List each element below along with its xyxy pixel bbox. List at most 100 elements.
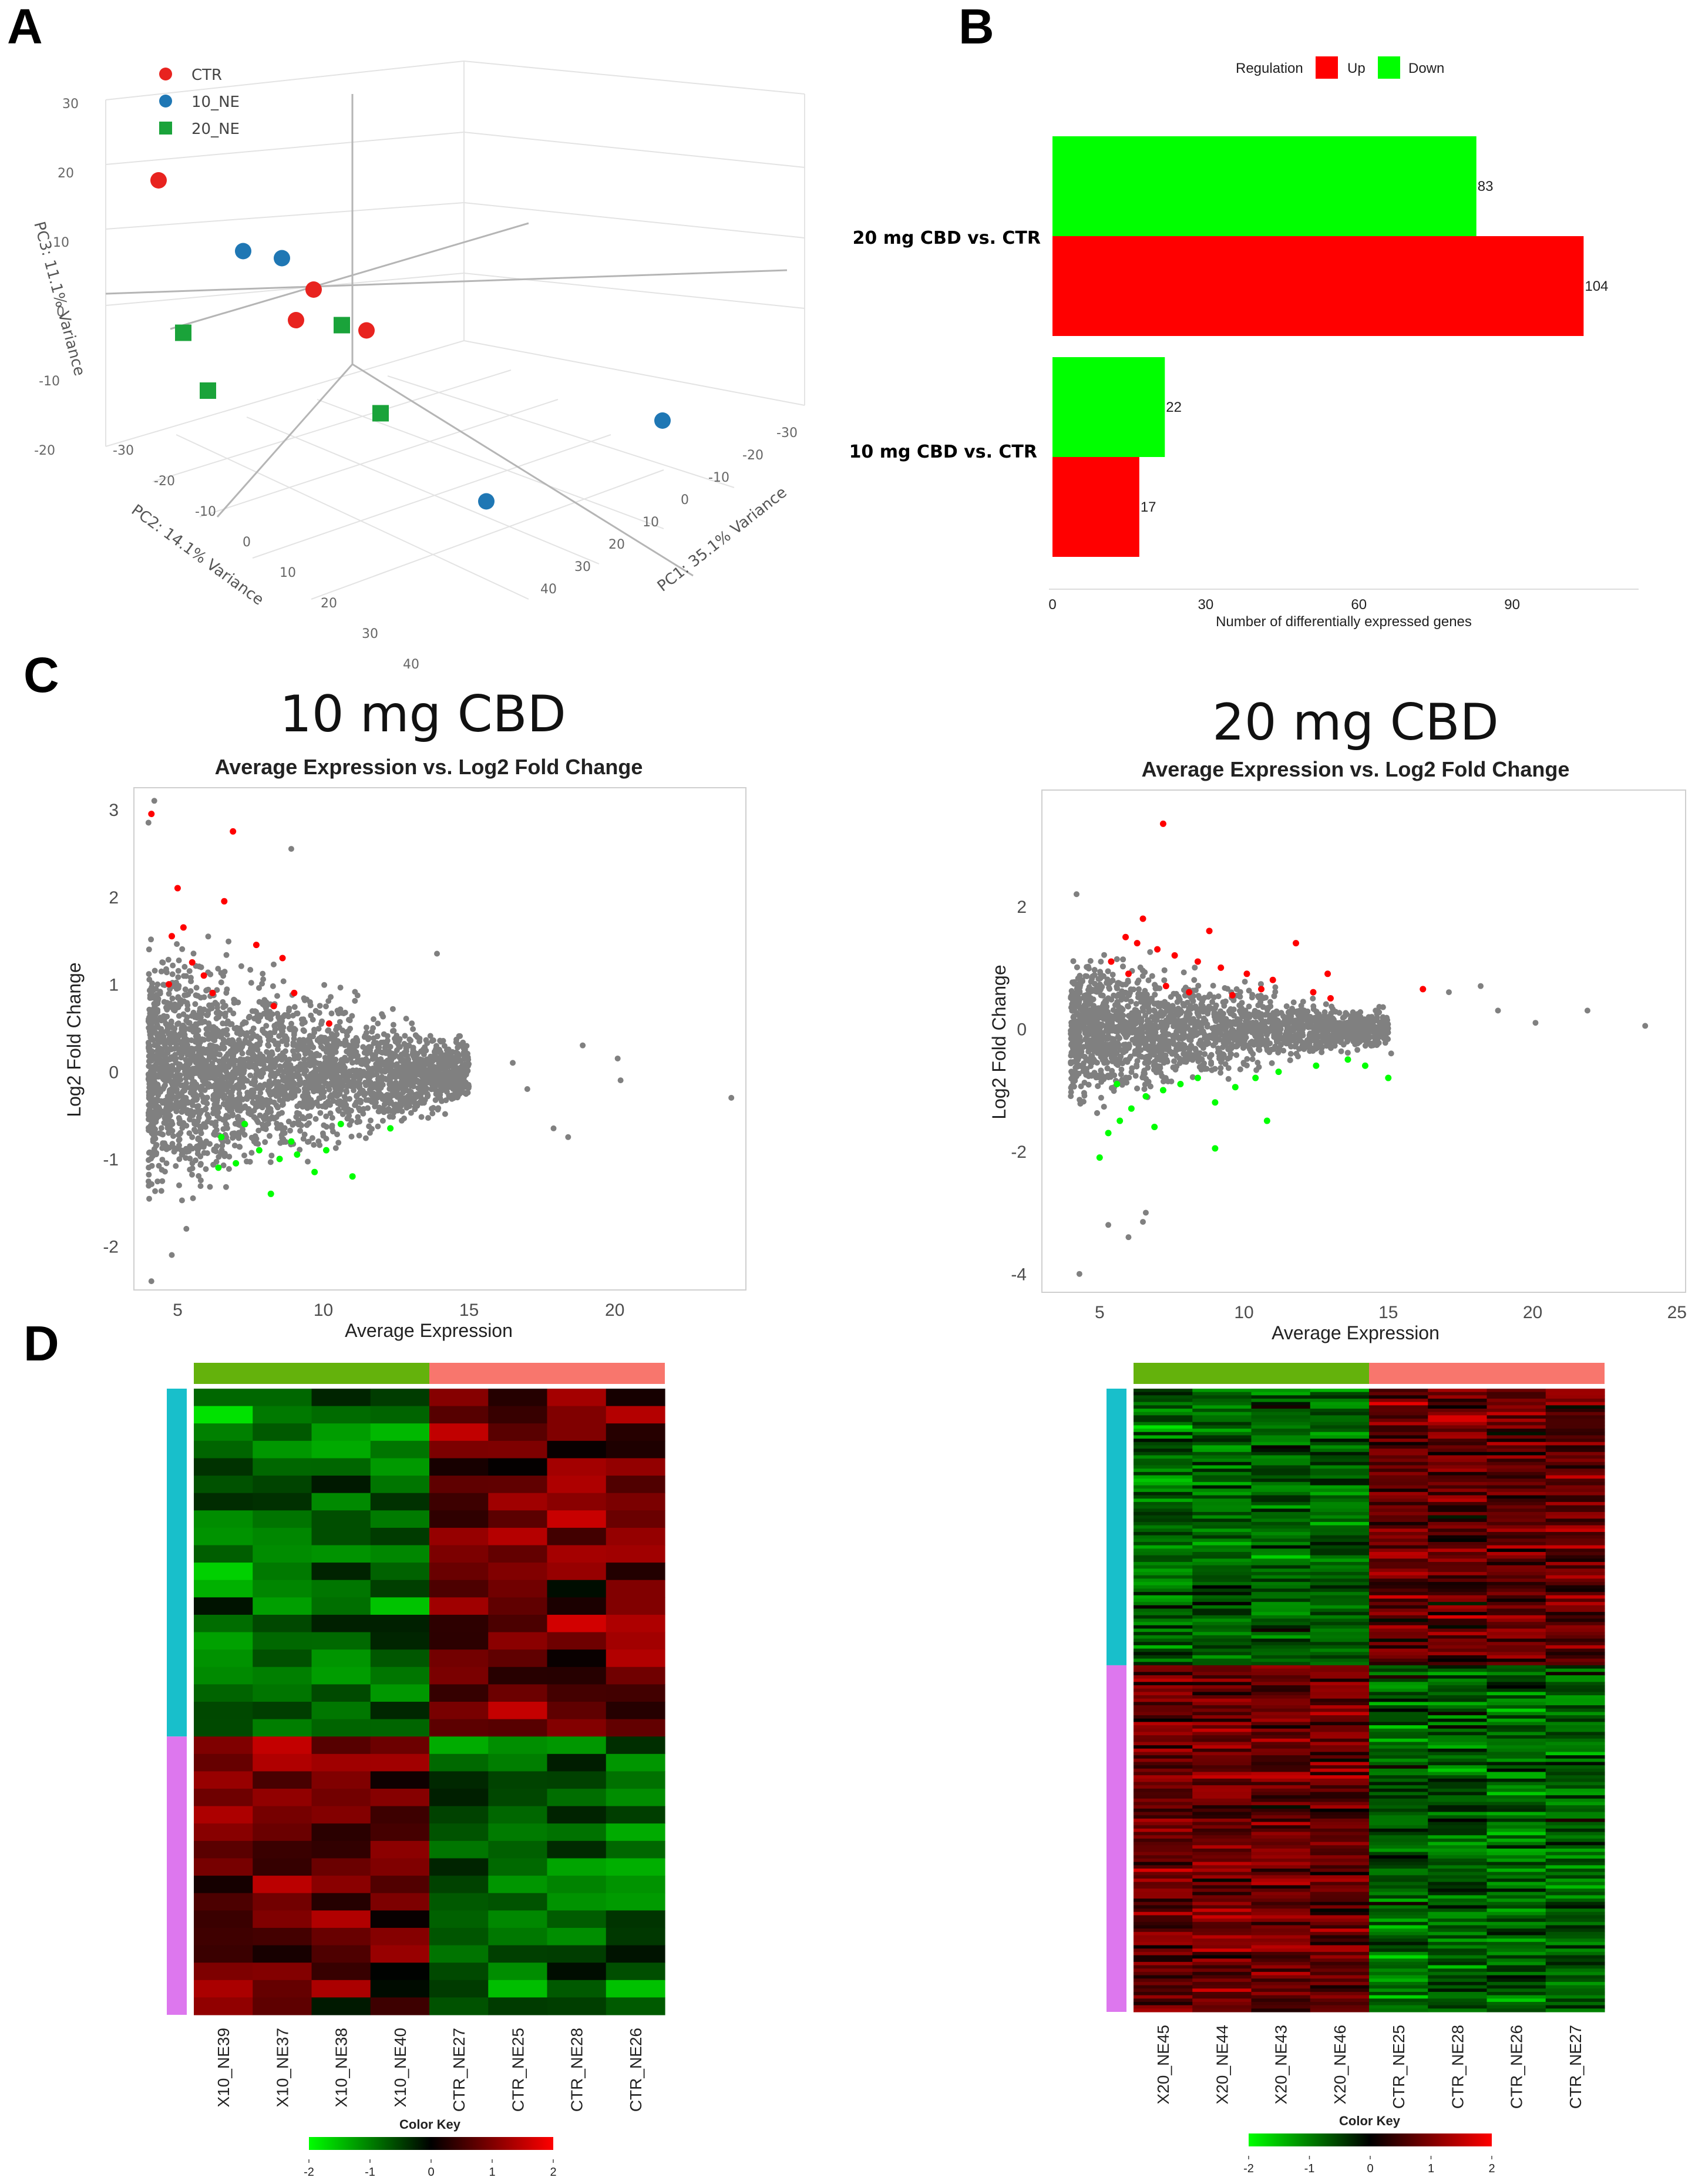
ma-point-bg (273, 1078, 279, 1085)
ma-point-bg (228, 1093, 235, 1099)
ma-point-bg (379, 1049, 386, 1056)
ma-point-bg (187, 1108, 194, 1114)
ma-point-bg (1246, 1003, 1252, 1010)
ma-point-bg (280, 1013, 287, 1020)
ma-point-bg (387, 1043, 394, 1050)
ma-point-bg (332, 1145, 339, 1151)
ma-point-up (166, 981, 173, 988)
ma-point-bg (325, 1027, 332, 1033)
ma-point-bg (291, 1066, 297, 1072)
ma-point-bg (321, 982, 328, 988)
ma-point-bg (179, 946, 186, 952)
ma-point-bg (154, 1022, 160, 1028)
panel-label-b: B (959, 0, 994, 54)
ma-point-bg (156, 1162, 162, 1169)
ma-point-bg (165, 956, 171, 963)
ma-point-bg (232, 1121, 238, 1127)
pc1-tick: 0 (681, 493, 689, 508)
ma-point-bg (193, 1046, 200, 1052)
ma-point-bg (266, 1055, 273, 1061)
ma-point-bg (308, 1100, 315, 1106)
ma-point-bg (397, 1065, 403, 1071)
category-20mg: 20 mg CBD vs. CTR (853, 228, 1041, 248)
legend-10ne-label: 10_NE (191, 93, 240, 111)
ma-point-bg (325, 1098, 331, 1105)
ma-point-bg (465, 1067, 471, 1074)
pc2-tick: -30 (113, 443, 134, 458)
ma-point-bg (280, 978, 287, 985)
ma-point-bg (280, 1129, 286, 1135)
ma-point-bg (245, 1056, 251, 1063)
ma-point-bg (291, 1004, 298, 1010)
ma-point-down (233, 1160, 240, 1167)
ma-point-bg (220, 1020, 226, 1027)
ma-point-bg (224, 1138, 231, 1145)
ma-point-bg (217, 1051, 223, 1058)
ma-point-bg (176, 957, 182, 963)
ma-point-bg (396, 1037, 402, 1044)
ma-point-outlier (148, 1278, 154, 1285)
ma-point-bg (294, 1103, 301, 1110)
ma-point-up (253, 942, 260, 949)
ma-point-bg (443, 1063, 449, 1069)
ma-point-bg (166, 1069, 172, 1075)
ma-point-bg (193, 1128, 199, 1135)
ma-point-bg (1244, 1056, 1250, 1062)
ma-point-bg (455, 1087, 461, 1093)
ma-point-bg (284, 1085, 290, 1091)
ma-point-bg (275, 1046, 281, 1053)
ma-point-bg (356, 1105, 362, 1111)
ma-point-bg (189, 1086, 195, 1091)
ma-point-bg (149, 1162, 155, 1169)
ma-point-bg (174, 1045, 180, 1051)
bar-up-value: 17 (1141, 499, 1156, 515)
ma-point-bg (160, 959, 166, 966)
ma-point-bg (461, 1056, 467, 1062)
ma-point-bg (333, 1044, 339, 1051)
ma-point-bg (1338, 1048, 1344, 1054)
ma-point-bg (364, 1050, 370, 1057)
ma-point-bg (146, 1019, 152, 1024)
b-x-tick: 30 (1198, 597, 1214, 613)
ma-point-bg (442, 1111, 448, 1117)
ma-point-bg (192, 1001, 199, 1007)
ma-point-bg (376, 1085, 383, 1091)
ma-point-bg (218, 979, 224, 986)
ma-point-bg (242, 1103, 248, 1110)
ma-point-bg (244, 1158, 250, 1165)
y-tick: -1 (103, 1150, 119, 1170)
pca-point-CTR-3 (358, 322, 375, 339)
ma-point-bg (1147, 949, 1153, 955)
ma-point-bg (156, 1106, 163, 1112)
ma-point-bg (455, 1050, 461, 1057)
ma-point-bg (268, 1153, 275, 1159)
panel-label-c: C (23, 647, 59, 703)
ma-point-up (200, 972, 207, 979)
ma-point-bg (227, 1021, 233, 1027)
ma-point-outlier (550, 1125, 557, 1131)
ma-point-bg (432, 1049, 438, 1055)
ma-point-bg (195, 1040, 201, 1047)
ma-point-bg (251, 1044, 257, 1051)
ma-point-bg (146, 1195, 152, 1202)
ma-point-bg (175, 995, 181, 1001)
ma-point-bg (259, 1054, 265, 1061)
ma-point-bg (420, 1083, 426, 1089)
ma-point-bg (396, 1084, 403, 1090)
ma-point-bg (352, 1102, 358, 1108)
ma-point-bg (1204, 1023, 1210, 1030)
ma-point-bg (390, 1114, 396, 1120)
ma-point-bg (320, 1046, 327, 1052)
ma-point-bg (438, 1039, 444, 1045)
ma-point-bg (283, 1064, 290, 1071)
ma-point-bg (147, 1123, 154, 1129)
ma-point-bg (446, 1049, 452, 1055)
ma-point-bg (369, 1066, 376, 1071)
ma-point-bg (171, 1148, 177, 1155)
ma-point-bg (190, 1102, 196, 1108)
pca-point-10_NE-3 (235, 243, 251, 260)
ma-point-bg (312, 1115, 319, 1122)
ma-point-bg (265, 1109, 271, 1115)
ma-point-down (215, 1164, 222, 1171)
